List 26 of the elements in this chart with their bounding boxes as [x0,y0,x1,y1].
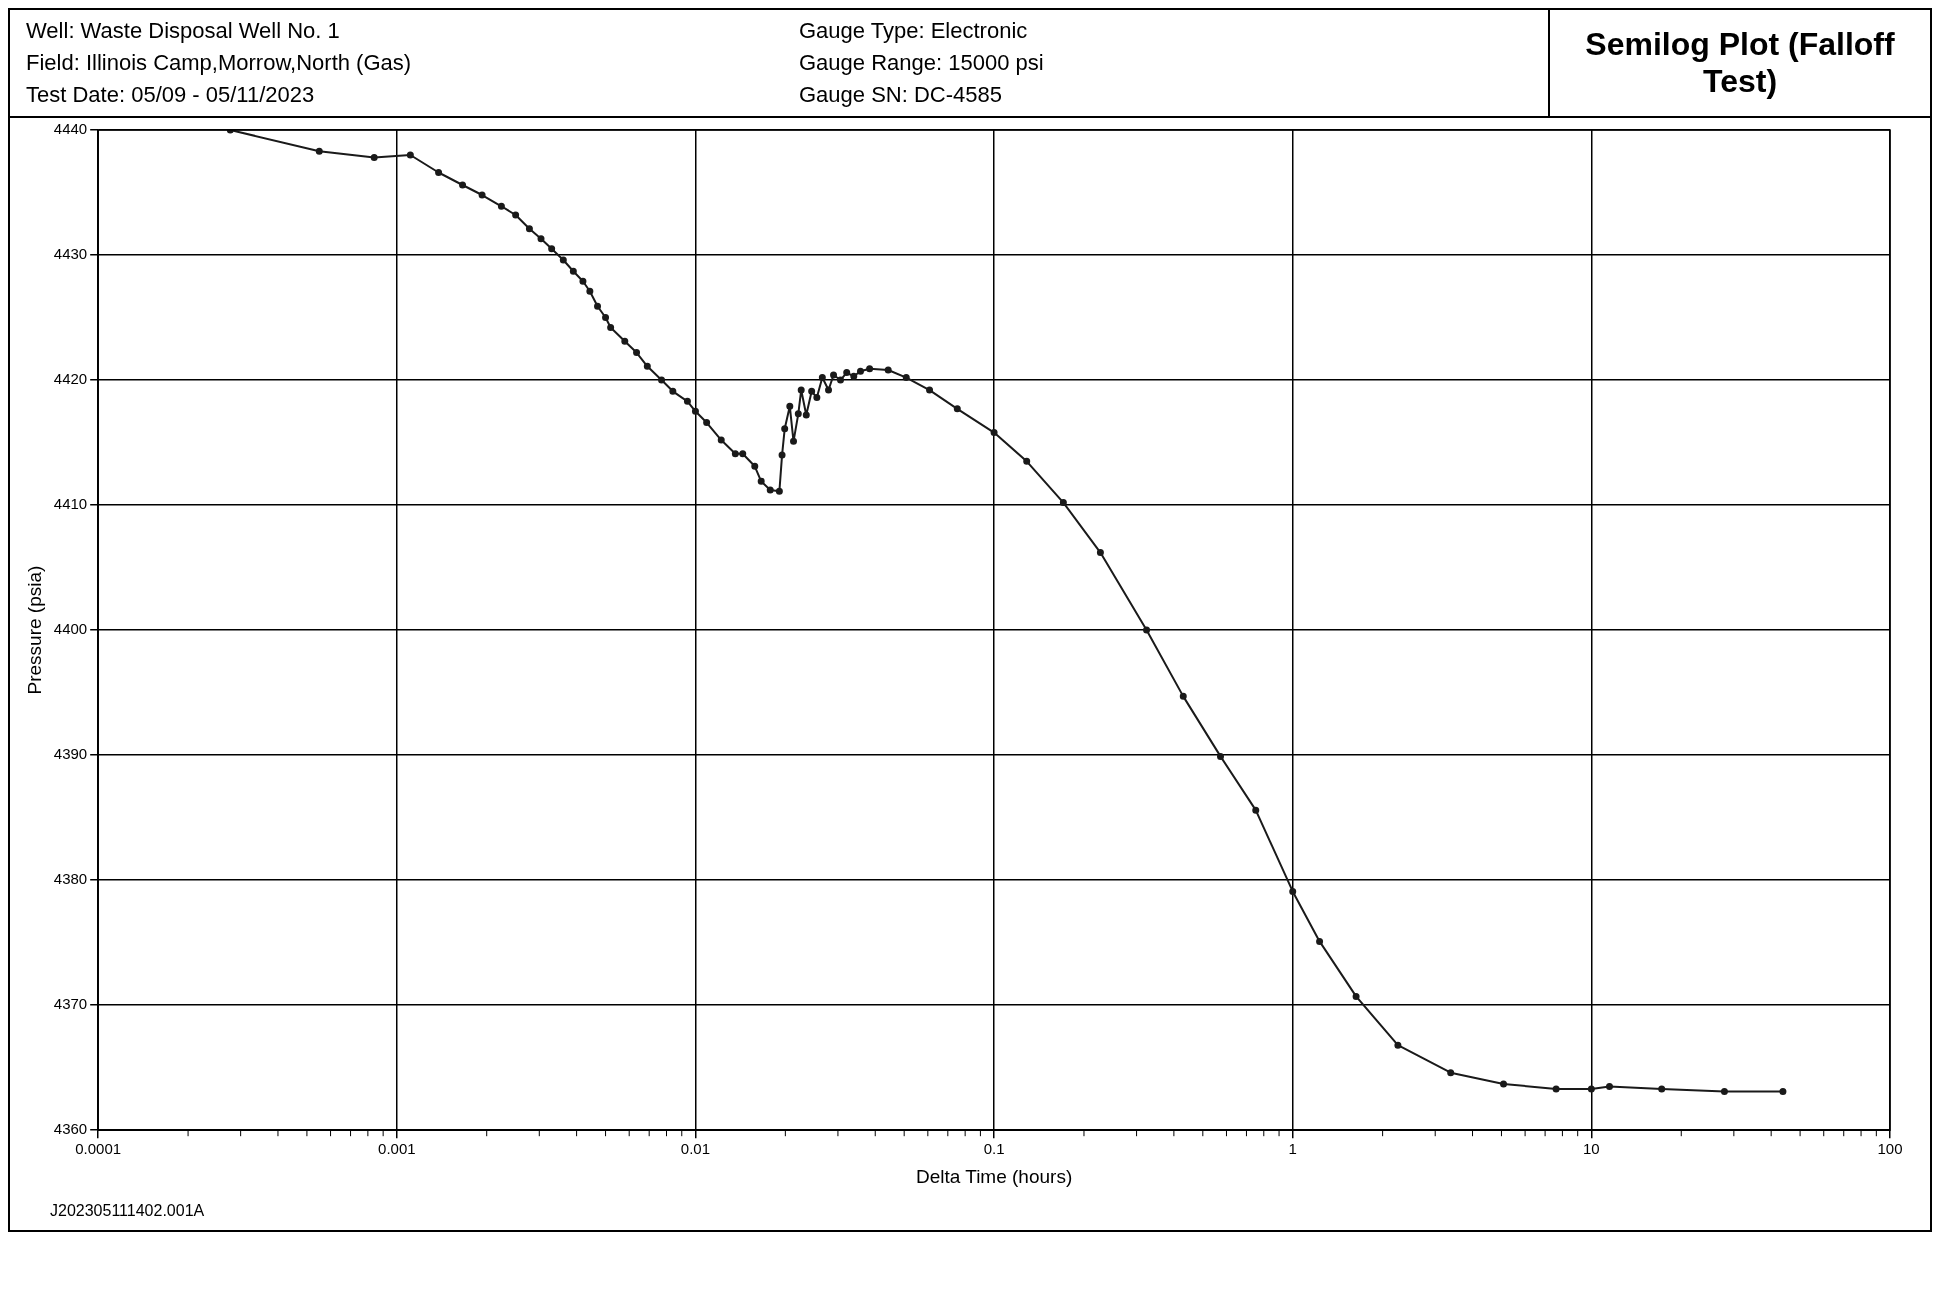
text: Field: Illinois Camp,Morrow,North (Gas) [26,50,413,76]
text: Gauge Type: Electronic [799,18,1029,44]
y-tick-label: 4400 [53,620,88,638]
y-tick-label: 4410 [53,495,88,513]
x-tick-label: 1 [1288,1140,1297,1158]
chart-title: Semilog Plot (Falloff Test) [1584,25,1896,101]
x-tick-label: 0.001 [378,1140,416,1158]
y-tick-label: 4440 [53,120,88,138]
x-tick-label: 0.1 [983,1140,1005,1158]
y-tick-label: 4430 [53,245,88,263]
y-tick-label: 4390 [53,745,88,763]
y-tick-label: 4360 [53,1120,88,1138]
text: Well: Waste Disposal Well No. 1 [26,18,341,44]
y-axis-title: Pressure (psia) [23,565,45,695]
text: Gauge SN: DC-4585 [799,82,1003,108]
x-tick-label: 0.0001 [75,1140,122,1158]
text: Test Date: 05/09 - 05/11/2023 [26,82,316,108]
y-tick-label: 4420 [53,370,88,388]
text: J202305111402.001A [50,1202,206,1220]
x-tick-label: 100 [1877,1140,1903,1158]
x-tick-label: 10 [1583,1140,1600,1158]
x-tick-label: 0.01 [680,1140,711,1158]
text: Gauge Range: 15000 psi [799,50,1045,76]
y-tick-label: 4380 [53,870,88,888]
x-axis-title: Delta Time (hours) [915,1165,1073,1187]
y-tick-label: 4370 [53,995,88,1013]
